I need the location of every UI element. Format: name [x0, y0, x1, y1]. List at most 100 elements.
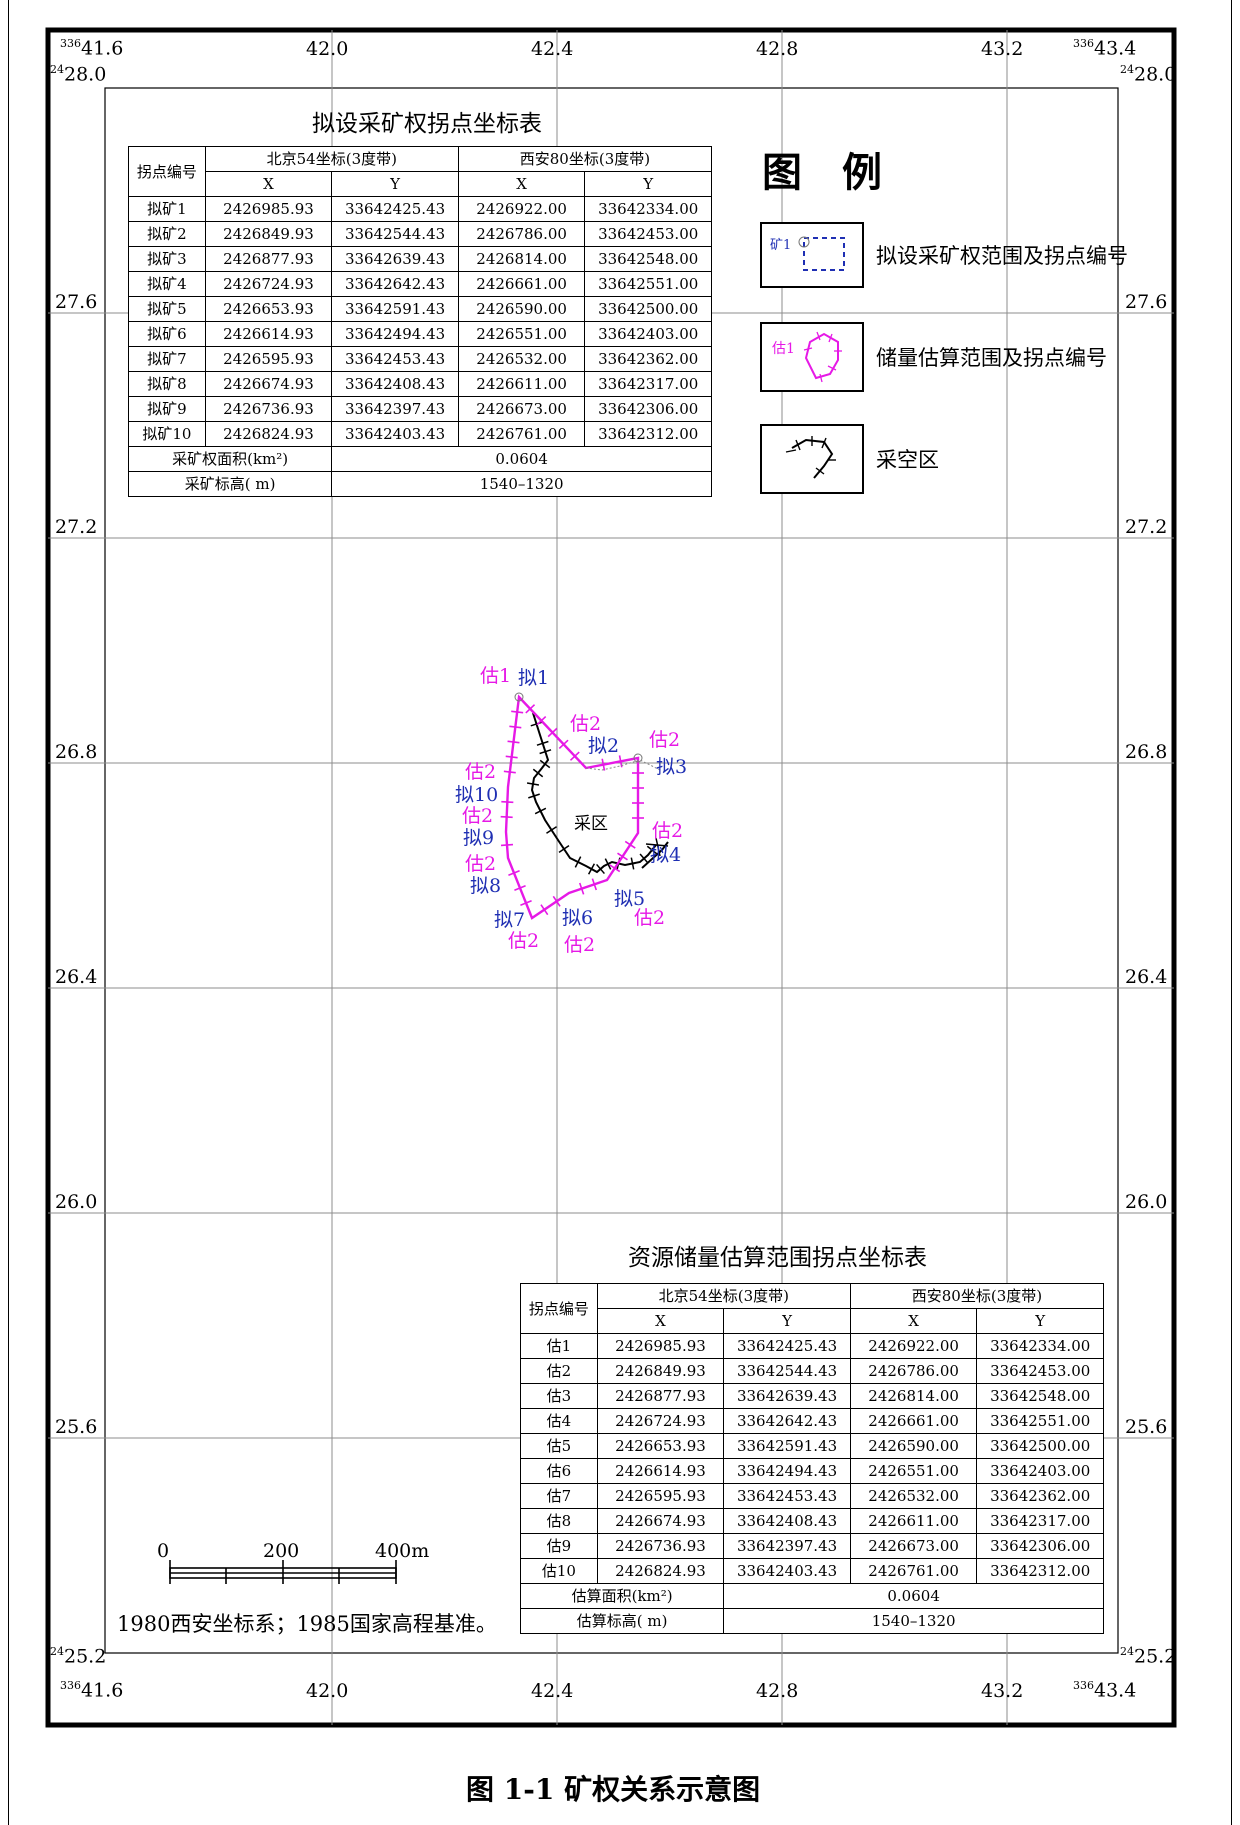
table-cell: 估7 — [520, 1483, 598, 1509]
x-tick-bottom-2: 42.4 — [531, 1680, 574, 1702]
table-cell: 2426551.00 — [457, 321, 586, 347]
map-label-gu2d: 估2 — [634, 907, 666, 929]
hatch-tick — [530, 721, 543, 727]
table-row: 估7 2426595.93 33642453.43 2426532.00 3364236… — [520, 1483, 1104, 1509]
table-cell: 2426736.93 — [596, 1533, 725, 1559]
col-x-header: X — [849, 1308, 978, 1334]
table-cell: 33642317.00 — [584, 371, 712, 397]
elevation-label: 估算标高( m) — [519, 1608, 725, 1634]
table-cell: 33642306.00 — [584, 396, 712, 422]
hatch-tick — [591, 878, 598, 891]
table-cell: 2426824.93 — [596, 1558, 725, 1584]
table-cell: 拟矿9 — [128, 396, 206, 422]
x-tick-bottom-3: 42.8 — [756, 1680, 799, 1702]
col-point-header: 拐点编号 — [520, 1283, 598, 1334]
map-label-ni9: 拟9 — [463, 827, 495, 849]
hatch-tick — [514, 885, 526, 891]
table-row: 估5 2426653.93 33642591.43 2426590.00 3364250… — [520, 1433, 1104, 1459]
hatch-tick — [609, 864, 621, 873]
table-cell: 33642306.00 — [976, 1533, 1104, 1559]
table-row: 拟矿3 2426877.93 33642639.43 2426814.00 336425… — [128, 246, 712, 272]
table-subheader-row: X Y X Y — [129, 171, 712, 197]
y-tick-right-3: 26.8 — [1125, 741, 1168, 763]
table-row: 拟矿10 2426824.93 33642403.43 2426761.00 33642… — [128, 421, 712, 447]
x-tick-top-4: 43.2 — [981, 38, 1024, 60]
map-label-ni10: 拟10 — [455, 784, 499, 806]
table-cell: 2426985.93 — [596, 1333, 725, 1359]
legend-label-mining: 拟设采矿权范围及拐点编号 — [876, 244, 1128, 268]
table-cell: 33642317.00 — [976, 1508, 1104, 1534]
col-x-header: X — [457, 171, 586, 197]
area-label: 采矿权面积(km²) — [127, 446, 333, 472]
hatch-tick — [539, 749, 552, 755]
table-cell: 33642551.00 — [976, 1408, 1104, 1434]
table-cell: 33642453.43 — [723, 1483, 851, 1509]
table-cell: 2426614.93 — [596, 1458, 725, 1484]
hatch-tick — [528, 793, 540, 799]
page-border — [8, 0, 1232, 1825]
map-label-gu1: 估1 — [480, 665, 512, 687]
hatch-tick — [630, 857, 635, 870]
table-cell: 2426611.00 — [457, 371, 586, 397]
hatch-tick — [536, 740, 549, 746]
hatch-tick — [604, 858, 612, 870]
table-cell: 2426877.93 — [204, 246, 333, 272]
table-cell: 2426653.93 — [204, 296, 333, 322]
table-cell: 33642494.43 — [331, 321, 459, 347]
table-cell: 33642544.43 — [331, 221, 459, 247]
table-cell: 估1 — [520, 1333, 598, 1359]
hatch-tick — [587, 863, 596, 875]
hatch-tick — [547, 727, 558, 738]
table-cell: 2426761.00 — [849, 1558, 978, 1584]
table-cell: 2426653.93 — [596, 1433, 725, 1459]
table-cell: 33642551.00 — [584, 271, 712, 297]
table-cell: 33642548.00 — [584, 246, 712, 272]
table-cell: 33642453.43 — [331, 346, 459, 372]
table-cell: 33642312.00 — [584, 421, 712, 447]
legend-swatch-reserve: 估1 — [760, 322, 864, 392]
table-cell: 2426673.00 — [457, 396, 586, 422]
table-row: 拟矿4 2426724.93 33642642.43 2426661.00 336425… — [128, 271, 712, 297]
legend-swatch-mining: 矿1 — [760, 222, 864, 288]
col-bj54-header: 北京54坐标(3度带) — [204, 146, 459, 172]
legend-sample-mining: 矿1 — [770, 238, 792, 253]
table-cell: 2426922.00 — [457, 196, 586, 222]
table-header-row: 拐点编号 北京54坐标(3度带) 西安80坐标(3度带) — [128, 146, 713, 197]
hatch-tick — [596, 863, 605, 875]
table-cell: 2426849.93 — [596, 1358, 725, 1384]
table-cell: 拟矿3 — [128, 246, 206, 272]
table-cell: 2426611.00 — [849, 1508, 978, 1534]
table-cell: 2426532.00 — [849, 1483, 978, 1509]
table-cell: 2426849.93 — [204, 221, 333, 247]
table-cell: 33642362.00 — [584, 346, 712, 372]
y-tick-right-1: 27.6 — [1125, 291, 1168, 313]
hatch-tick — [509, 725, 522, 729]
table-cell: 2426985.93 — [204, 196, 333, 222]
map-label-gu2e: 估2 — [564, 934, 596, 956]
table-cell: 33642642.43 — [723, 1408, 851, 1434]
table-cell: 2426595.93 — [596, 1483, 725, 1509]
legend-sample-reserve: 估1 — [772, 341, 795, 357]
y-tick-left-5: 26.0 — [55, 1191, 98, 1213]
table-cell: 估4 — [520, 1408, 598, 1434]
table-cell: 2426673.00 — [849, 1533, 978, 1559]
table-cell: 33642403.43 — [331, 421, 459, 447]
hatch-tick — [617, 852, 628, 861]
hatch-tick — [526, 782, 540, 786]
table-cell: 33642397.43 — [331, 396, 459, 422]
col-bj54-header: 北京54坐标(3度带) — [596, 1283, 851, 1309]
table-cell: 2426736.93 — [204, 396, 333, 422]
hatch-tick — [540, 904, 549, 916]
scale-label-400: 400m — [375, 1540, 430, 1562]
hatch-tick — [552, 895, 561, 907]
x-tick-bottom-1: 42.0 — [306, 1680, 349, 1702]
table-row: 估2 2426849.93 33642544.43 2426786.00 3364245… — [520, 1358, 1104, 1384]
corner-top-right-x: 33643.4 — [1073, 37, 1137, 60]
scale-label-200: 200 — [263, 1540, 300, 1562]
hatch-tick — [505, 755, 518, 759]
x-tick-top-2: 42.4 — [531, 38, 574, 60]
map-label-gu2c: 估2 — [652, 820, 684, 842]
y-tick-right-6: 25.6 — [1125, 1416, 1168, 1438]
corner-top-right-y: 2428.0 — [1120, 63, 1177, 86]
map-label-gu2a: 估2 — [570, 713, 602, 735]
